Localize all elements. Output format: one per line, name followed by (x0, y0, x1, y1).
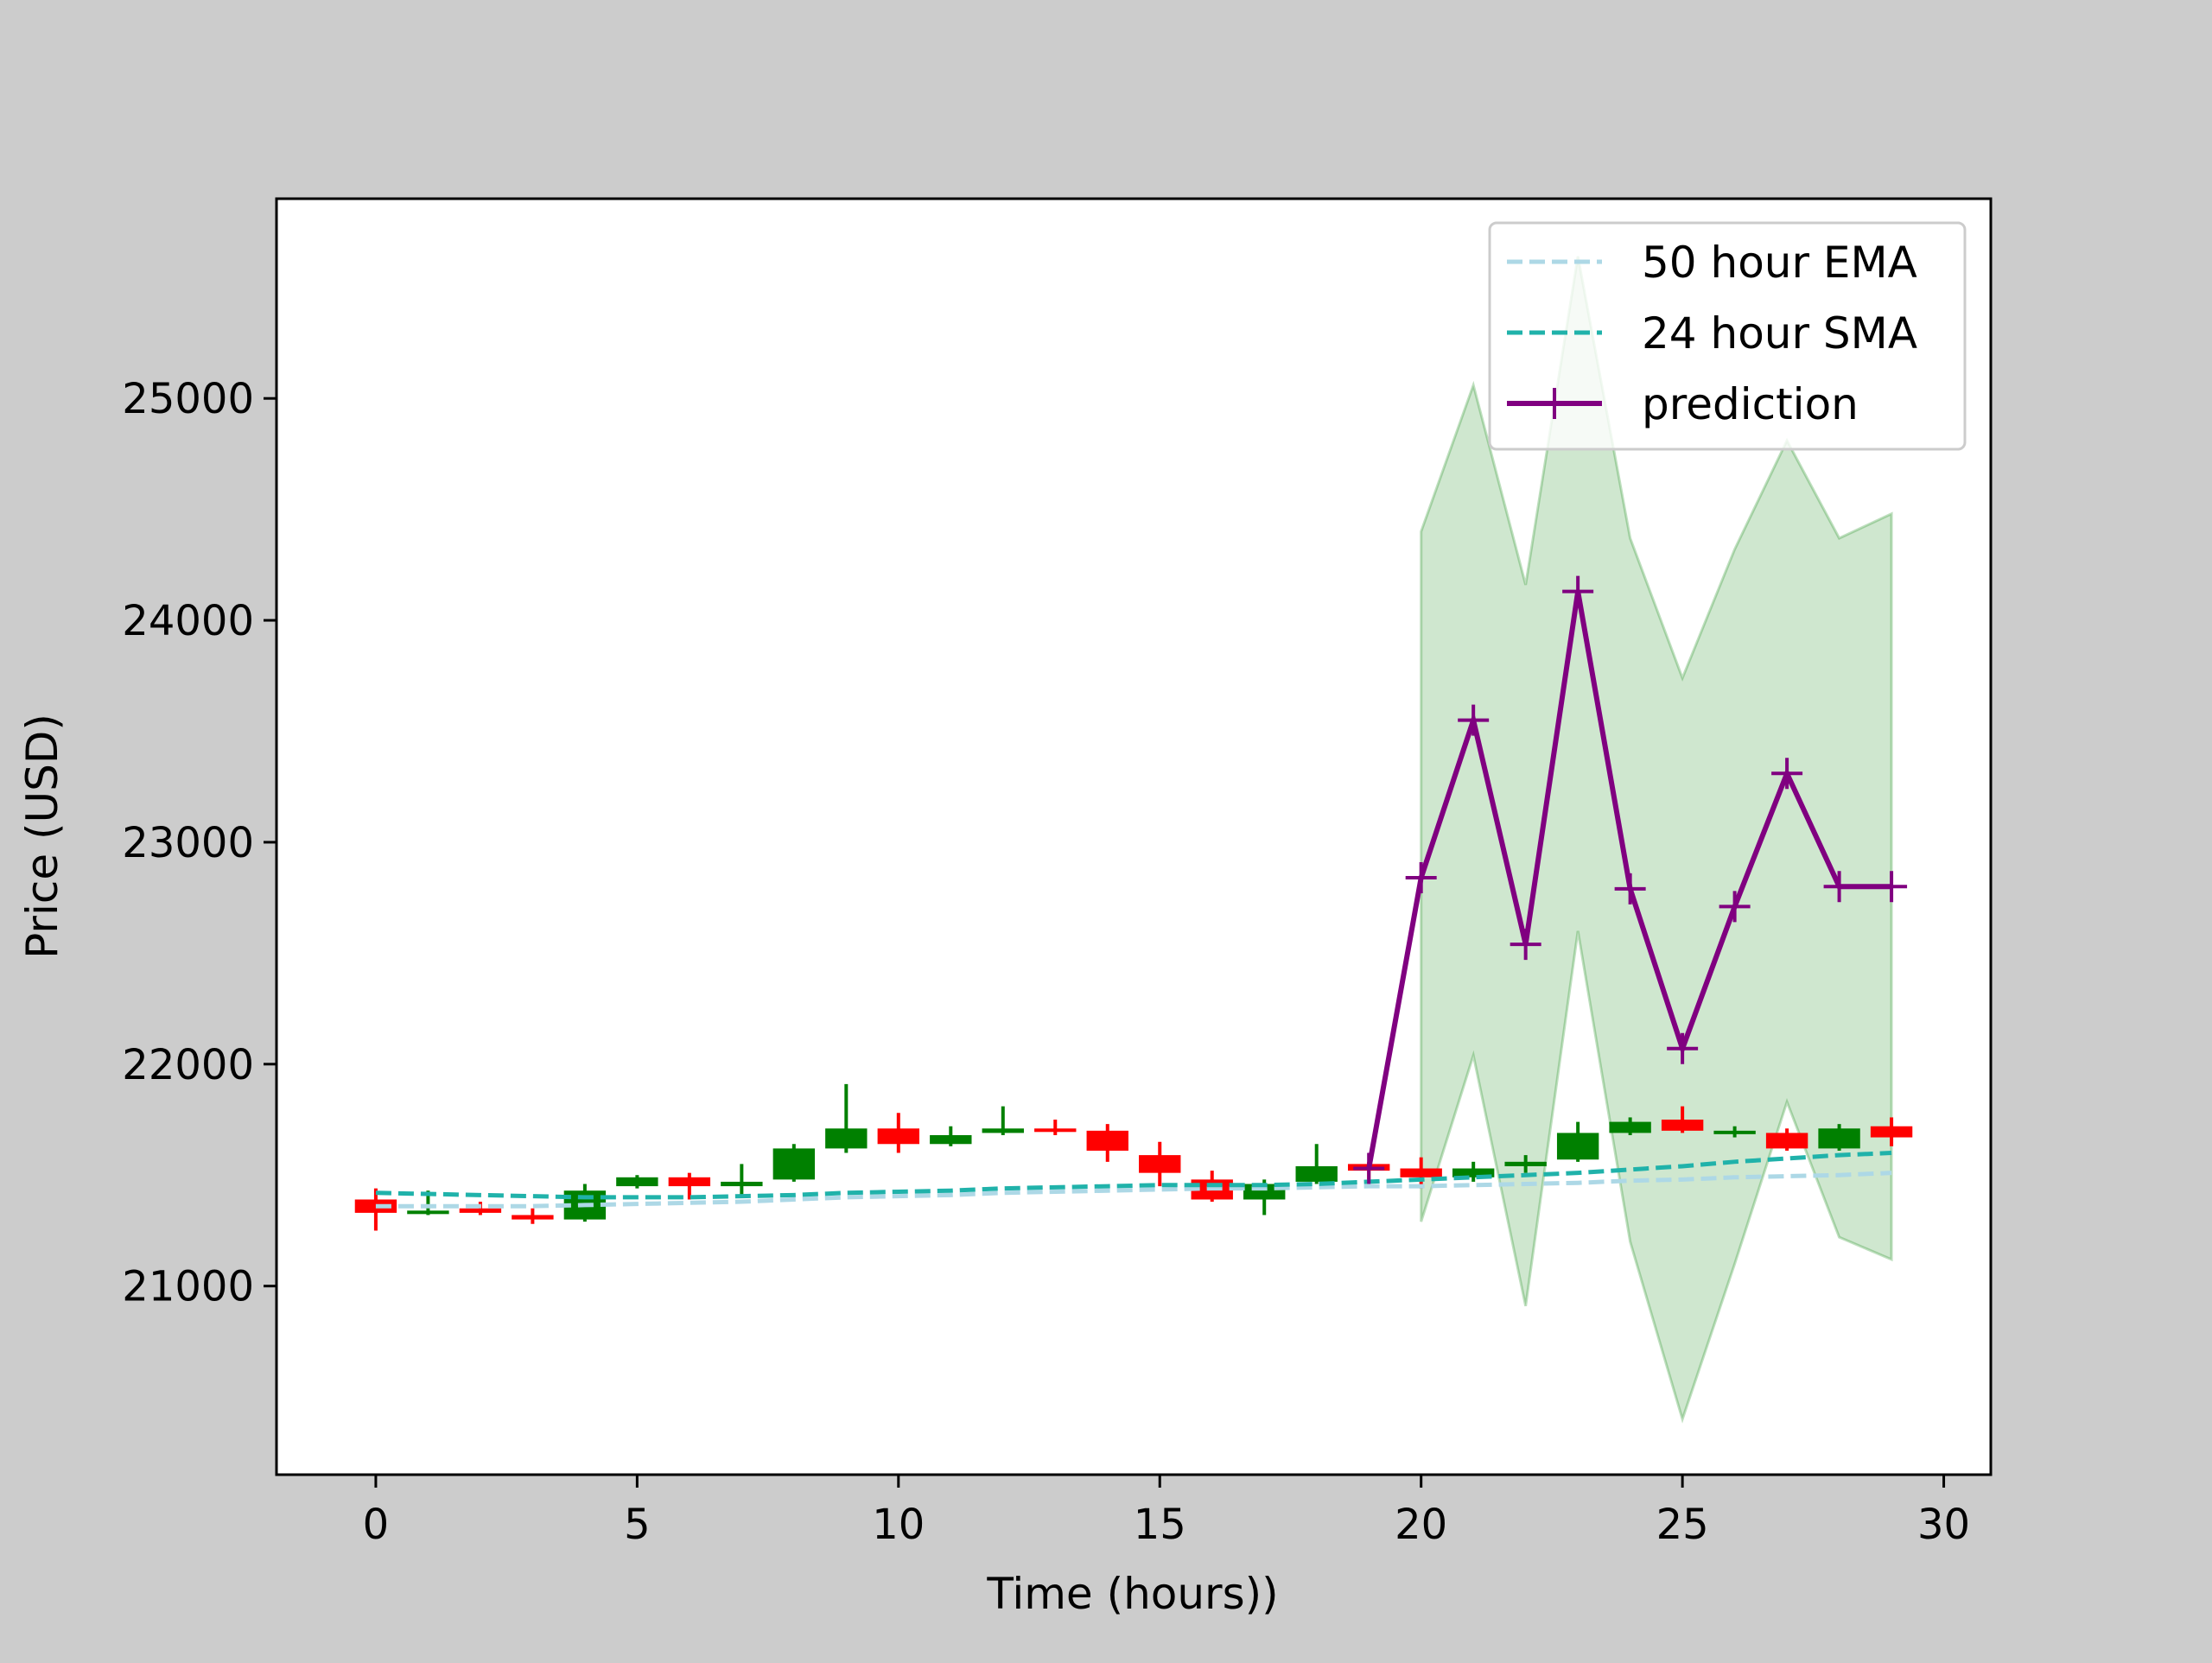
candle-20 (1400, 1157, 1442, 1189)
candle-3 (512, 1208, 554, 1224)
candle-body (1818, 1128, 1860, 1149)
candle-body (982, 1128, 1024, 1133)
candle-body (1870, 1126, 1913, 1138)
prediction-marker (1823, 871, 1855, 903)
candle-body (877, 1128, 919, 1145)
candle-10 (877, 1113, 919, 1153)
candle-body (721, 1181, 763, 1187)
x-tick-label: 5 (624, 1501, 651, 1549)
x-tick-label: 15 (1134, 1501, 1186, 1549)
candle-8 (772, 1144, 816, 1182)
candle-body (1713, 1130, 1756, 1134)
legend: 50 hour EMA 24 hour SMA prediction (1488, 221, 1967, 451)
candle-body (1086, 1130, 1128, 1151)
candle-13 (1034, 1120, 1077, 1135)
y-tick-label: 24000 (122, 597, 254, 645)
plot-frame (275, 197, 1993, 1476)
prediction-marker (1667, 1032, 1699, 1064)
y-axis-ticks: 21000 22000 23000 24000 25000 (122, 375, 276, 1311)
prediction-marker (1614, 873, 1646, 904)
candle-29 (1870, 1117, 1913, 1146)
x-tick-label: 30 (1917, 1501, 1970, 1549)
candle-18 (1295, 1144, 1338, 1184)
legend-label-0: 50 hour EMA (1642, 238, 1917, 288)
candle-body (1452, 1168, 1495, 1177)
x-tick-label: 10 (872, 1501, 925, 1549)
candle-body (1661, 1120, 1704, 1131)
y-tick-label: 22000 (122, 1041, 254, 1089)
x-axis-label: Time (hours)) (986, 1569, 1278, 1619)
candles (354, 1083, 1913, 1231)
candle-21 (1452, 1161, 1495, 1182)
candle-27 (1765, 1128, 1808, 1151)
candle-26 (1713, 1126, 1756, 1138)
x-tick-label: 0 (363, 1501, 390, 1549)
prediction-marker (1458, 704, 1490, 736)
series-line-1 (375, 1151, 1892, 1200)
candle-14 (1086, 1124, 1128, 1162)
legend-label-2: prediction (1642, 379, 1859, 429)
candle-15 (1139, 1141, 1181, 1187)
candle-22 (1504, 1155, 1547, 1173)
legend-box (1488, 221, 1967, 451)
candle-9 (825, 1083, 868, 1153)
prediction-marker (1562, 575, 1594, 607)
y-tick-label: 25000 (122, 375, 254, 423)
candle-body (407, 1210, 449, 1215)
prediction-marker (1876, 871, 1908, 903)
series-lines (375, 575, 1908, 1209)
prediction-marker (1510, 929, 1541, 961)
candle-12 (982, 1106, 1024, 1135)
candle-body (930, 1134, 972, 1145)
x-axis-ticks: 0 5 10 15 20 25 30 (363, 1475, 1970, 1549)
candle-body (668, 1177, 711, 1187)
candle-body (1034, 1128, 1077, 1133)
candle-body (1400, 1168, 1442, 1177)
candle-body (825, 1128, 868, 1149)
candle-24 (1609, 1117, 1651, 1135)
candle-body (1139, 1155, 1181, 1173)
candle-body (1765, 1133, 1808, 1149)
prediction-marker (1405, 862, 1437, 894)
prediction-marker (1353, 1152, 1385, 1184)
prediction-marker (1719, 891, 1751, 923)
candle-body (1295, 1165, 1338, 1182)
candle-23 (1556, 1121, 1599, 1162)
candle-body (616, 1177, 658, 1187)
candle-25 (1661, 1106, 1704, 1133)
candle-5 (616, 1175, 658, 1189)
candle-7 (721, 1164, 763, 1196)
candle-body (772, 1148, 816, 1180)
candle-body (512, 1215, 554, 1220)
candle-28 (1818, 1124, 1860, 1151)
candle-11 (930, 1126, 972, 1146)
legend-label-1: 24 hour SMA (1642, 308, 1917, 359)
prediction-marker (1771, 758, 1803, 790)
candle-6 (668, 1172, 711, 1200)
candle-body (1556, 1133, 1599, 1160)
x-tick-label: 20 (1395, 1501, 1447, 1549)
y-tick-label: 21000 (122, 1263, 254, 1311)
y-tick-label: 23000 (122, 819, 254, 867)
candle-body (1504, 1161, 1547, 1166)
candle-2 (459, 1202, 502, 1216)
x-tick-label: 25 (1656, 1501, 1709, 1549)
y-axis-label: Price (USD) (17, 714, 67, 959)
series-line-0 (375, 1171, 1892, 1209)
candle-body (1609, 1121, 1651, 1133)
candle-body (459, 1208, 502, 1213)
